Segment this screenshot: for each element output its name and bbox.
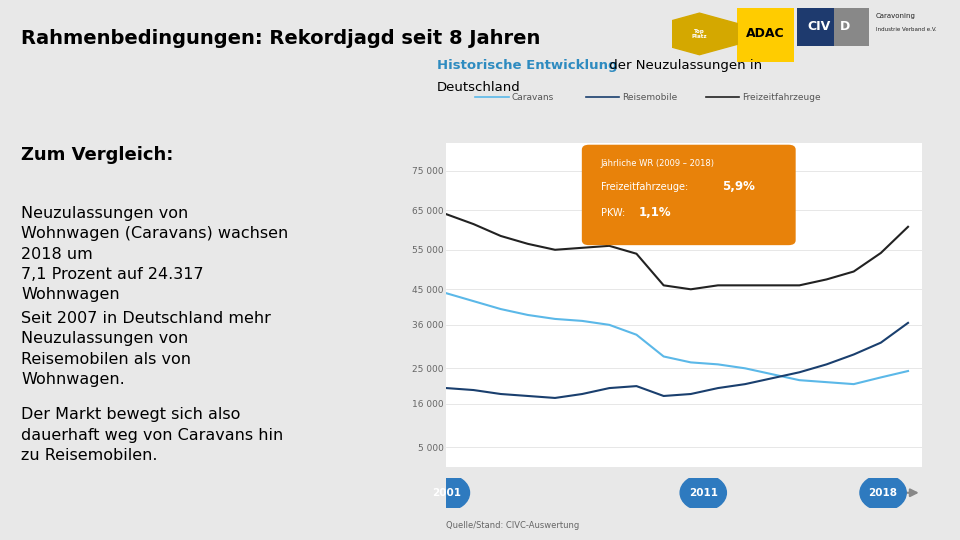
Text: Freizeitfahrzeuge:: Freizeitfahrzeuge: <box>601 182 691 192</box>
Text: Der Markt bewegt sich also
dauerhaft weg von Caravans hin
zu Reisemobilen.: Der Markt bewegt sich also dauerhaft weg… <box>21 407 283 463</box>
Ellipse shape <box>423 475 469 511</box>
Text: Zum Vergleich:: Zum Vergleich: <box>21 146 174 164</box>
Bar <box>797 8 869 46</box>
Text: Caravans: Caravans <box>512 93 554 102</box>
Text: 2011: 2011 <box>688 488 718 498</box>
Text: Industrie Verband e.V.: Industrie Verband e.V. <box>876 27 937 32</box>
Text: Top
Platz: Top Platz <box>691 29 708 39</box>
FancyBboxPatch shape <box>582 145 796 245</box>
Text: PKW:: PKW: <box>601 208 628 218</box>
Text: 2018: 2018 <box>869 488 898 498</box>
Text: D: D <box>840 21 851 33</box>
Text: Freizeitfahrzeuge: Freizeitfahrzeuge <box>742 93 821 102</box>
Text: Quelle/Stand: CIVC-Auswertung: Quelle/Stand: CIVC-Auswertung <box>446 521 580 530</box>
Text: 2001: 2001 <box>432 488 461 498</box>
Text: Seit 2007 in Deutschland mehr
Neuzulassungen von
Reisemobilen als von
Wohnwagen.: Seit 2007 in Deutschland mehr Neuzulassu… <box>21 311 271 387</box>
Text: Deutschland: Deutschland <box>437 81 520 94</box>
Text: Historische Entwicklung: Historische Entwicklung <box>437 59 617 72</box>
Text: ADAC: ADAC <box>746 28 785 40</box>
Text: Rahmenbedingungen: Rekordjagd seit 8 Jahren: Rahmenbedingungen: Rekordjagd seit 8 Jah… <box>21 29 540 48</box>
Text: 5,9%: 5,9% <box>722 180 755 193</box>
Text: Jährliche WR (2009 – 2018): Jährliche WR (2009 – 2018) <box>601 159 715 168</box>
Text: Neuzulassungen von
Wohnwagen (Caravans) wachsen
2018 um
7,1 Prozent auf 24.317
W: Neuzulassungen von Wohnwagen (Caravans) … <box>21 206 288 302</box>
Text: Reisemobile: Reisemobile <box>622 93 678 102</box>
Ellipse shape <box>860 475 906 511</box>
Text: CIV: CIV <box>806 21 830 33</box>
Text: 1,1%: 1,1% <box>638 206 671 219</box>
Text: der Neuzulassungen in: der Neuzulassungen in <box>605 59 762 72</box>
Ellipse shape <box>680 475 727 511</box>
Bar <box>797 8 834 46</box>
Bar <box>737 8 794 62</box>
Text: Caravoning: Caravoning <box>876 13 916 19</box>
